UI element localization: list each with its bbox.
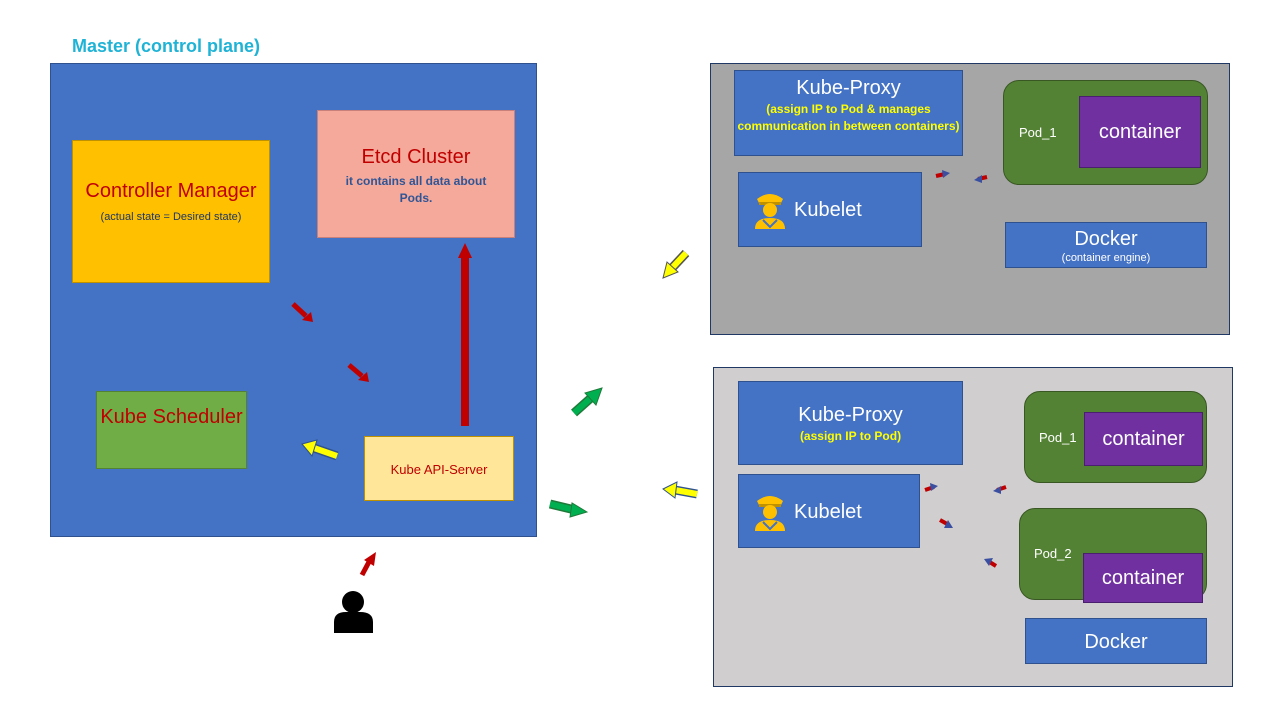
arrow-controller-to-api-a xyxy=(291,302,313,322)
docker-box-1: Docker (container engine) xyxy=(1005,222,1207,268)
docker-subtitle-1: (container engine) xyxy=(1061,252,1151,264)
container-label: container xyxy=(1102,428,1185,450)
master-title: Master (control plane) xyxy=(72,36,261,56)
arrow-kubelet-to-pod-2a xyxy=(924,483,938,492)
arrow-kubelet-to-pod-1 xyxy=(935,170,950,178)
kubelet-title-1: Kubelet xyxy=(794,199,862,221)
kube-proxy-subtitle-1: (assign IP to Pod & manages communicatio… xyxy=(737,102,960,133)
kube-proxy-title-1: Kube-Proxy xyxy=(796,77,901,99)
arrow-worker-2-to-master xyxy=(662,481,698,499)
docker-box-2: Docker xyxy=(1025,618,1207,664)
etcd-title: Etcd Cluster xyxy=(361,146,471,168)
arrow-pod-to-kubelet-2b xyxy=(984,558,998,568)
pod-label: Pod_1 xyxy=(1039,430,1077,445)
controller-manager-title: Controller Manager xyxy=(85,180,257,202)
kube-scheduler-title: Kube Scheduler xyxy=(100,406,243,428)
etcd-subtitle: it contains all data about Pods. xyxy=(345,174,487,205)
container-label: container xyxy=(1098,121,1182,143)
docker-title-2: Docker xyxy=(1084,631,1148,653)
docker-title-1: Docker xyxy=(1074,228,1138,250)
arrow-kubelet-to-pod-2b xyxy=(939,518,953,528)
container-box: container xyxy=(1079,96,1201,168)
kube-proxy-box-2: Kube-Proxy (assign IP to Pod) xyxy=(738,381,963,465)
kube-scheduler-box: Kube Scheduler xyxy=(96,391,247,469)
etcd-cluster-box: Etcd Cluster it contains all data about … xyxy=(317,110,515,238)
container-box: container xyxy=(1083,553,1203,603)
container-box: container xyxy=(1084,412,1203,466)
officer-icon xyxy=(755,496,785,531)
pod-label: Pod_1 xyxy=(1019,125,1057,140)
person-icon xyxy=(334,591,373,633)
container-label: container xyxy=(1101,567,1185,589)
pod-1-worker-2: Pod_1 container xyxy=(1024,391,1207,483)
arrow-api-to-scheduler xyxy=(301,439,339,461)
kube-proxy-box-1: Kube-Proxy (assign IP to Pod & manages c… xyxy=(734,70,963,156)
arrow-worker-1-to-master xyxy=(662,249,690,279)
kube-api-server-title: Kube API-Server xyxy=(390,462,488,477)
kube-api-server-box: Kube API-Server xyxy=(364,436,514,501)
arrow-pod-to-kubelet-2a xyxy=(993,485,1007,494)
pod-label: Pod_2 xyxy=(1034,546,1072,561)
arrow-pod-to-kubelet-1 xyxy=(974,175,988,183)
arrow-controller-to-api-b xyxy=(347,363,369,382)
kube-proxy-title-2: Kube-Proxy xyxy=(798,404,903,426)
controller-manager-box: Controller Manager (actual state = Desir… xyxy=(72,140,270,283)
arrow-master-to-worker-2 xyxy=(548,499,589,518)
arrow-master-to-worker-1 xyxy=(571,387,603,417)
arrow-user-to-api xyxy=(359,552,376,577)
officer-icon xyxy=(755,194,785,229)
controller-manager-subtitle: (actual state = Desired state) xyxy=(100,211,242,223)
kubelet-title-2: Kubelet xyxy=(794,501,862,523)
kubelet-box-2: Kubelet xyxy=(738,474,920,548)
kubelet-box-1: Kubelet xyxy=(738,172,922,247)
arrow-api-to-etcd xyxy=(458,243,472,426)
kube-proxy-subtitle-2: (assign IP to Pod) xyxy=(799,429,902,443)
pod-1-worker-1: Pod_1 container xyxy=(1003,80,1208,185)
pod-2-worker-2: Pod_2 container xyxy=(1019,508,1207,603)
